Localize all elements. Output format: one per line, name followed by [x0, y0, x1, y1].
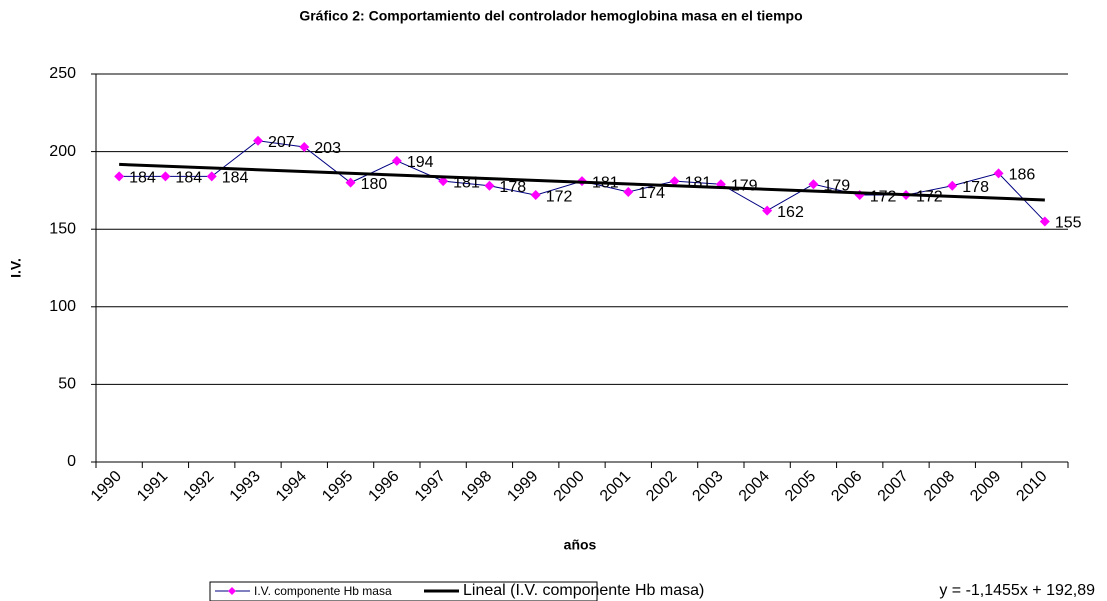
data-marker [206, 171, 217, 182]
legend-marker [228, 587, 236, 595]
legend-label: Lineal (I.V. componente Hb masa) [463, 582, 704, 599]
x-tick-label: 1995 [319, 468, 356, 505]
data-marker [530, 190, 541, 201]
x-tick-label: 1999 [504, 468, 541, 505]
data-marker [623, 186, 634, 197]
y-tick-label: 50 [58, 376, 76, 393]
data-marker [160, 171, 171, 182]
x-tick-label: 1994 [273, 468, 310, 505]
data-label: 194 [407, 154, 434, 171]
data-label: 179 [823, 177, 850, 194]
data-label: 155 [1055, 215, 1082, 232]
data-marker [993, 168, 1004, 179]
legend-label: I.V. componente Hb masa [254, 584, 392, 598]
data-marker [484, 180, 495, 191]
data-label: 178 [499, 179, 526, 196]
x-tick-label: 2005 [782, 468, 819, 505]
x-tick-label: 2006 [828, 468, 865, 505]
x-tick-label: 2000 [551, 468, 588, 505]
x-tick-label: 1996 [365, 468, 402, 505]
data-marker [299, 141, 310, 152]
x-tick-label: 2004 [736, 468, 773, 505]
y-tick-label: 100 [49, 298, 76, 315]
x-tick-label: 1992 [180, 468, 217, 505]
x-tick-label: 2003 [689, 468, 726, 505]
chart-title: Gráfico 2: Comportamiento del controlado… [299, 8, 802, 24]
x-tick-label: 1993 [227, 468, 264, 505]
y-tick-label: 200 [49, 143, 76, 160]
data-label: 179 [731, 177, 758, 194]
y-axis-title: I.V. [8, 258, 24, 278]
data-label: 184 [175, 170, 202, 187]
data-marker [253, 135, 263, 146]
data-label: 186 [1009, 167, 1036, 184]
x-tick-label: 2007 [875, 468, 912, 505]
y-tick-label: 150 [49, 220, 76, 237]
data-label: 172 [546, 188, 573, 205]
data-marker [345, 177, 356, 188]
trendline-equation: y = -1,1455x + 192,89 [939, 582, 1095, 599]
data-marker [808, 179, 819, 190]
y-tick-label: 250 [49, 65, 76, 82]
data-label: 162 [777, 204, 804, 221]
data-label: 180 [361, 176, 388, 193]
data-marker [1039, 216, 1050, 227]
data-label: 203 [314, 140, 341, 157]
data-label: 184 [129, 170, 156, 187]
x-tick-label: 2001 [597, 468, 634, 505]
x-tick-label: 1997 [412, 468, 449, 505]
trendline [119, 162, 1045, 202]
data-marker [114, 171, 125, 182]
x-axis-title: años [564, 537, 597, 553]
data-marker [762, 205, 773, 216]
x-tick-label: 1991 [134, 468, 171, 505]
x-tick-label: 2002 [643, 468, 680, 505]
x-tick-label: 2010 [1013, 468, 1050, 505]
data-marker [669, 176, 680, 187]
data-label: 207 [268, 134, 295, 151]
data-marker [391, 155, 402, 166]
data-label: 181 [685, 174, 712, 191]
data-label: 178 [962, 179, 989, 196]
data-marker [438, 176, 449, 187]
data-label: 172 [870, 188, 897, 205]
x-tick-label: 1990 [88, 468, 125, 505]
x-tick-label: 2008 [921, 468, 958, 505]
data-label: 184 [222, 170, 249, 187]
x-tick-label: 2009 [967, 468, 1004, 505]
data-marker [947, 180, 958, 191]
x-tick-label: 1998 [458, 468, 495, 505]
data-label: 174 [638, 185, 665, 202]
legend-box [209, 581, 598, 601]
y-tick-label: 0 [67, 453, 76, 470]
